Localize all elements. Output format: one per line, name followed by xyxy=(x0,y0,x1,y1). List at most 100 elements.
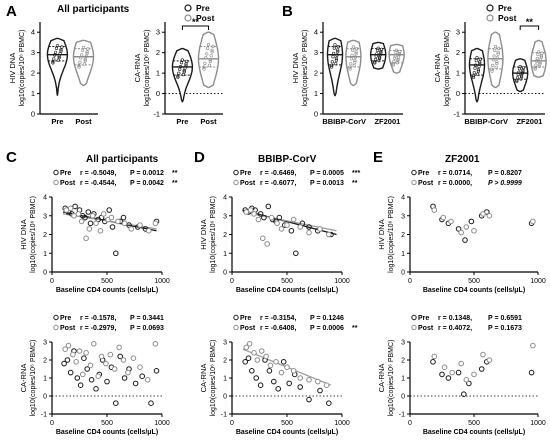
data-point-post xyxy=(486,213,493,219)
violin-point xyxy=(476,72,480,76)
violin-point xyxy=(209,54,213,58)
data-point-post xyxy=(315,378,321,385)
violin-point xyxy=(349,57,354,61)
violin-point xyxy=(208,57,212,62)
violin-point xyxy=(332,46,336,50)
legend-b-pre-marker xyxy=(486,4,494,12)
data-point-post xyxy=(137,364,143,371)
stats-post-p: P > 0.9999 xyxy=(488,180,522,187)
data-point-post xyxy=(70,351,76,358)
violin-point xyxy=(80,53,84,57)
data-point-pre xyxy=(109,224,116,230)
y-tick-label: 2 xyxy=(401,358,405,365)
violin-point xyxy=(55,44,60,48)
violin-point xyxy=(373,61,377,65)
data-point-pre xyxy=(466,380,472,387)
y-axis-unit-label: log10(copies/10⁶ PBMC) xyxy=(444,30,451,107)
violin-shape xyxy=(487,31,504,89)
data-point-pre xyxy=(266,368,273,374)
stats-post-stars: ** xyxy=(352,325,358,332)
violin-point xyxy=(352,63,356,68)
violin-point xyxy=(491,58,496,62)
data-point-pre xyxy=(288,228,295,234)
data-point-pre xyxy=(249,368,255,374)
y-axis-label: CA-RNA xyxy=(133,54,142,83)
stats-post-label: Post xyxy=(418,180,434,187)
violin-point xyxy=(537,64,541,68)
x-tick-label: 1000 xyxy=(334,278,350,285)
data-point-post xyxy=(78,218,85,225)
y-tick-label: 0 xyxy=(156,89,160,98)
data-point-post xyxy=(76,348,83,354)
significance-stars: ** xyxy=(192,17,200,27)
violin-point xyxy=(391,62,395,66)
data-point-post xyxy=(471,228,477,234)
y-tick-label: 2 xyxy=(43,232,47,239)
violin-point xyxy=(519,77,523,81)
legend-b-post-marker xyxy=(486,14,494,22)
panel-a-title: All participants xyxy=(57,4,130,15)
y-tick-label: 2 xyxy=(43,358,47,365)
x-tick-label: 0 xyxy=(230,420,234,427)
violin-point xyxy=(330,63,334,67)
data-point-post xyxy=(116,344,122,351)
y-axis-label: CA-RNA xyxy=(377,364,386,393)
panel-letter-a: A xyxy=(6,3,17,20)
legend-b-post-label: Post xyxy=(498,13,517,23)
data-point-post xyxy=(480,351,486,358)
violin-point xyxy=(394,50,398,55)
data-point-post xyxy=(448,218,454,225)
stats-post-marker xyxy=(53,324,59,331)
x-tick-label: 0 xyxy=(408,278,412,285)
violin-point xyxy=(207,63,211,67)
violin-point xyxy=(82,62,86,66)
x-axis-label: Baseline CD4 counts (cells/μL) xyxy=(423,429,525,436)
violin-point xyxy=(336,50,340,54)
violin-point xyxy=(83,57,87,62)
y-tick-label: 3 xyxy=(456,28,460,37)
violin-point xyxy=(476,69,481,73)
violin-point xyxy=(77,65,81,69)
data-point-post xyxy=(121,220,128,227)
violin-point xyxy=(495,59,499,64)
y-axis-unit-label: log10(copies/10⁶ PBMC) xyxy=(302,30,309,107)
data-point-post xyxy=(317,226,323,232)
violin-point xyxy=(51,59,55,64)
stats-post-label: Post xyxy=(240,325,256,332)
violin-shape xyxy=(46,37,69,96)
violin-point xyxy=(179,61,184,65)
violin-point xyxy=(202,65,206,69)
violin-point xyxy=(379,49,383,54)
data-point-pre xyxy=(293,250,299,257)
data-point-pre xyxy=(461,391,467,398)
violin-point xyxy=(335,53,339,57)
data-point-pre xyxy=(242,359,248,365)
scatter-panel-C_dna: 0 1 2 3 4 0 500 1000 Baseline CD4 counts (cells/… xyxy=(19,169,178,294)
stats-pre-p: P = 0.1246 xyxy=(310,315,344,322)
violin-point xyxy=(472,71,476,75)
y-tick-label: 3 xyxy=(223,340,227,347)
stats-pre-marker xyxy=(53,169,59,176)
violin-point xyxy=(84,54,88,59)
data-point-post xyxy=(67,205,74,212)
stats-pre-label: Pre xyxy=(418,170,429,177)
data-point-post xyxy=(297,224,304,230)
y-tick-label: 1 xyxy=(401,376,405,383)
violin-panel-B_rna: -1 0 1 2 3 CA-RNA log10(copies/10⁶ PBMC) BBIBP-… xyxy=(433,17,547,126)
stats-post-r: r = -0.6408, xyxy=(260,325,296,332)
y-tick-label: 0 xyxy=(43,270,47,277)
y-tick-label: 0 xyxy=(223,270,227,277)
violin-point xyxy=(354,50,358,54)
data-point-post xyxy=(284,222,290,228)
stats-pre-label: Pre xyxy=(418,315,429,322)
data-point-post xyxy=(80,371,86,378)
violin-point xyxy=(534,59,539,63)
panel-letter-c: C xyxy=(6,149,17,166)
data-point-pre xyxy=(286,380,293,387)
violin-point xyxy=(378,55,382,59)
y-tick-label: 3 xyxy=(314,48,318,57)
y-tick-label: 2 xyxy=(223,358,227,365)
data-point-pre xyxy=(120,214,127,221)
